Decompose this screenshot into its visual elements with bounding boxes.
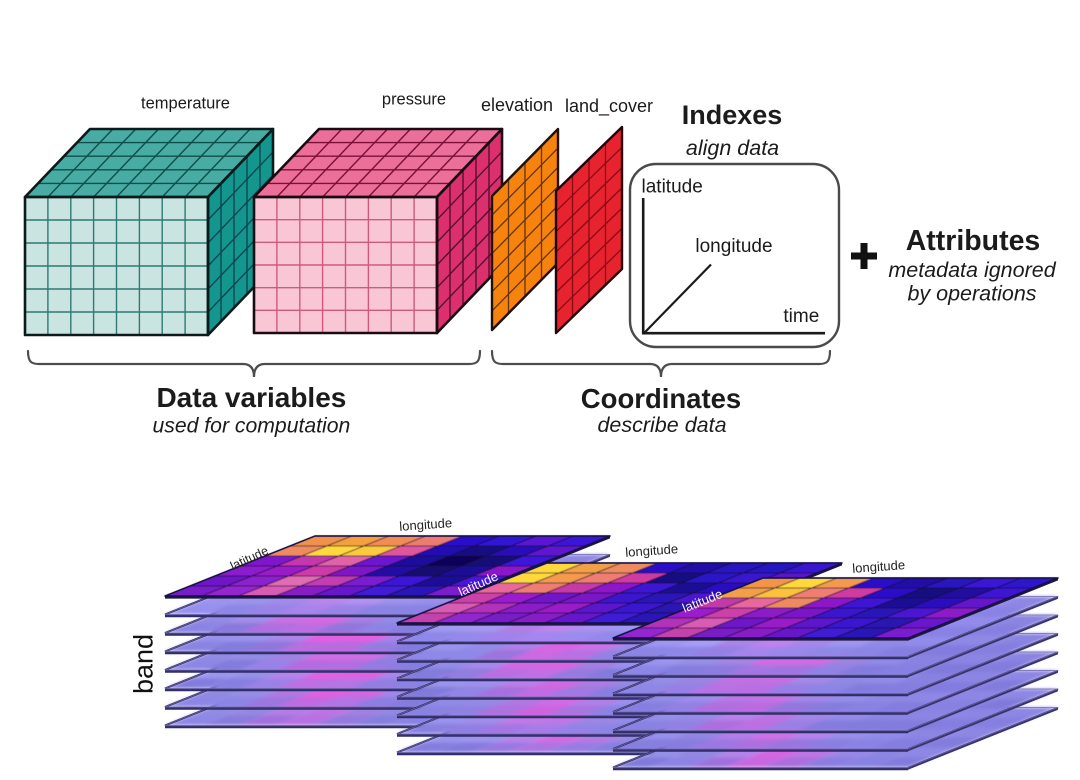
svg-text:longitude: longitude — [852, 557, 906, 576]
svg-text:longitude: longitude — [399, 515, 453, 534]
svg-text:Indexes: Indexes — [682, 100, 783, 130]
svg-text:temperature: temperature — [141, 95, 230, 113]
svg-text:band: band — [129, 634, 159, 694]
svg-text:pressure: pressure — [382, 91, 446, 109]
svg-text:Attributes: Attributes — [906, 225, 1041, 257]
svg-text:describe data: describe data — [597, 413, 726, 437]
svg-text:metadata ignored: metadata ignored — [888, 258, 1056, 282]
svg-text:by operations: by operations — [907, 282, 1036, 306]
svg-text:latitude: latitude — [642, 177, 703, 198]
svg-text:Data variables: Data variables — [156, 382, 346, 413]
svg-text:time: time — [783, 306, 819, 327]
svg-text:longitude: longitude — [695, 236, 772, 257]
svg-text:used for computation: used for computation — [152, 415, 350, 438]
svg-text:Coordinates: Coordinates — [581, 383, 741, 414]
svg-text:land_cover: land_cover — [565, 96, 653, 117]
svg-text:longitude: longitude — [625, 541, 679, 560]
svg-text:align data: align data — [686, 136, 779, 160]
svg-text:elevation: elevation — [481, 95, 553, 115]
